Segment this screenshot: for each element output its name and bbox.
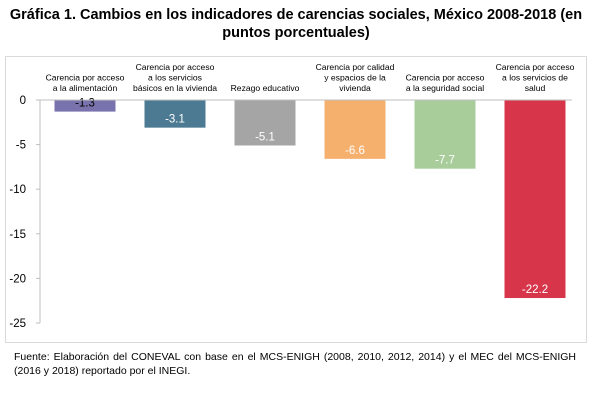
y-tick-label-0: 0 [20,95,26,107]
y-tick-label-4: -20 [9,273,26,285]
bar-0 [54,100,116,112]
category-label-5-line-2: salud [525,83,546,93]
category-label-5-line-1: a los servicios de [502,73,568,83]
bar-4 [414,100,476,169]
category-label-0-line-1: a la alimentación [53,83,118,93]
category-label-4-line-1: a la seguridad social [406,83,484,93]
chart-title: Gráfica 1. Cambios en los indicadores de… [0,6,592,42]
bar-value-label-0: -1.3 [75,98,95,110]
bar-1 [144,100,206,128]
category-label-2-line-0: Rezago educativo [231,83,300,93]
category-label-1-line-1: a los servicios [148,73,202,83]
bar-2 [234,100,296,146]
category-label-3-line-1: y espacios de la [324,73,386,83]
bar-value-label-2: -5.1 [255,131,275,143]
bar-value-label-4: -7.7 [435,155,455,167]
y-tick-label-2: -10 [9,184,26,196]
bar-3 [324,100,386,159]
chart-title-line-1: Gráfica 1. Cambios en los indicadores de… [9,7,583,23]
category-label-1-line-0: Carencia por acceso [136,62,215,72]
category-label-0-line-0: Carencia por acceso [46,73,125,83]
category-label-3-line-0: Carencia por calidad [316,62,395,72]
category-label-3-line-2: vivienda [339,83,371,93]
source-note: Fuente: Elaboración del CONEVAL con base… [14,351,576,377]
y-tick-label-1: -5 [16,140,26,152]
y-tick-label-3: -15 [9,229,26,241]
category-label-5-line-0: Carencia por acceso [496,62,575,72]
bar-value-label-5: -22.2 [522,284,548,296]
y-tick-label-5: -25 [9,318,26,330]
category-label-1-line-2: básicos en la vivienda [133,83,217,93]
chart-title-line-2: puntos porcentuales) [222,25,370,41]
bar-5 [504,100,566,299]
category-label-4-line-0: Carencia por acceso [406,73,485,83]
bar-value-label-1: -3.1 [165,114,185,126]
bar-value-label-3: -6.6 [345,145,365,157]
